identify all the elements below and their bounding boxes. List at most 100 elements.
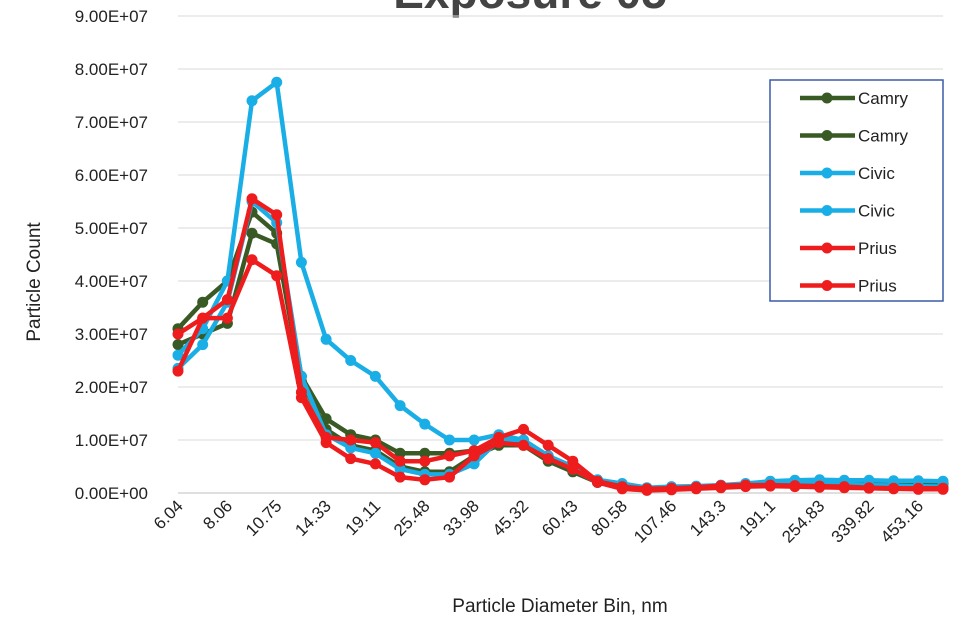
x-tick-label: 45.32 [489,496,533,540]
data-point [320,437,332,449]
data-point [394,447,406,459]
legend-entry: Camry [800,127,909,146]
data-point [567,463,579,475]
data-point [394,400,406,412]
legend-box [769,79,944,302]
data-point [345,453,357,465]
data-point [320,333,332,345]
x-tick-label: 107.46 [630,496,680,546]
data-point [394,455,406,467]
legend-entry: Prius [800,277,897,296]
x-tick-label: 10.75 [242,496,286,540]
data-point [444,471,455,483]
data-point [468,434,480,446]
data-point [345,434,357,446]
x-tick-label: 25.48 [390,496,434,540]
y-tick-label: 3.00E+07 [75,325,148,344]
data-point [369,458,381,470]
data-point [271,209,283,221]
y-tick-label: 6.00E+07 [75,166,148,185]
legend-entry: Civic [800,202,895,221]
legend-entry: Camry [800,89,909,108]
data-point [172,349,184,361]
legend-swatch-marker [821,205,833,216]
x-tick-label: 14.33 [291,496,335,540]
legend-swatch-marker [821,92,833,104]
legend: Camry Camry Civic Civic Prius Prius [769,79,944,302]
series-prius-5 [172,254,949,496]
x-tick-label: 19.11 [342,496,385,539]
data-point [468,450,480,462]
y-tick-label: 7.00E+07 [75,113,148,132]
data-point [221,312,233,324]
data-point [419,418,431,430]
data-point [764,480,776,492]
x-tick-label: 60.43 [538,496,582,540]
data-point [197,312,209,324]
data-point [419,455,431,467]
data-point [221,294,233,306]
series-lines [172,76,949,496]
data-point [863,482,875,494]
data-point [295,392,307,404]
data-point [789,481,801,493]
data-point [542,439,554,451]
legend-entry: Civic [800,164,895,183]
y-tick-label: 2.00E+07 [75,378,148,397]
legend-swatch-marker [821,167,833,179]
data-point [172,339,184,351]
data-point [542,453,554,465]
data-point [838,482,850,494]
data-point [715,482,727,494]
legend-label: Prius [858,239,897,258]
data-point [641,484,653,496]
data-point [197,339,209,351]
legend-entry: Prius [800,239,897,258]
data-point [345,442,357,454]
legend-label: Camry [858,89,909,108]
x-tick-label: 6.04 [150,496,187,533]
data-point [666,484,677,496]
legend-label: Camry [858,127,909,146]
legend-label: Prius [858,277,897,296]
y-tick-label: 1.00E+07 [75,431,148,450]
y-tick-label: 5.00E+07 [75,219,148,238]
data-point [197,296,209,308]
data-point [246,193,258,205]
data-point [419,474,431,486]
x-tick-label: 453.16 [877,496,927,546]
y-tick-label: 8.00E+07 [75,60,148,79]
data-point [740,481,752,493]
y-tick-label: 9.00E+07 [75,7,148,26]
data-point [246,227,258,239]
x-tick-label: 80.58 [588,496,632,540]
data-point [369,447,381,459]
data-point [444,450,455,462]
y-axis-title: Particle Count [24,222,45,342]
x-tick-label: 33.98 [439,496,483,540]
data-point [518,423,529,435]
data-point [246,254,258,266]
chart-title: Exposure 05 [393,0,667,18]
data-point [419,447,431,459]
x-tick-label: 339.82 [828,496,878,546]
data-point [369,370,381,382]
y-tick-label: 0.00E+00 [75,484,148,503]
data-point [172,328,184,340]
data-point [592,476,603,488]
data-point [567,455,579,467]
legend-swatch-marker [821,280,833,291]
legend-swatch-marker [821,130,833,141]
data-point [616,483,628,495]
x-tick-label: 191.1 [736,496,780,540]
data-point [246,95,258,107]
data-point [518,439,529,451]
data-point [295,256,307,268]
data-point [912,483,924,495]
legend-label: Civic [858,202,895,221]
data-point [369,437,381,449]
x-tick-label: 254.83 [778,496,828,546]
data-point [690,483,702,495]
